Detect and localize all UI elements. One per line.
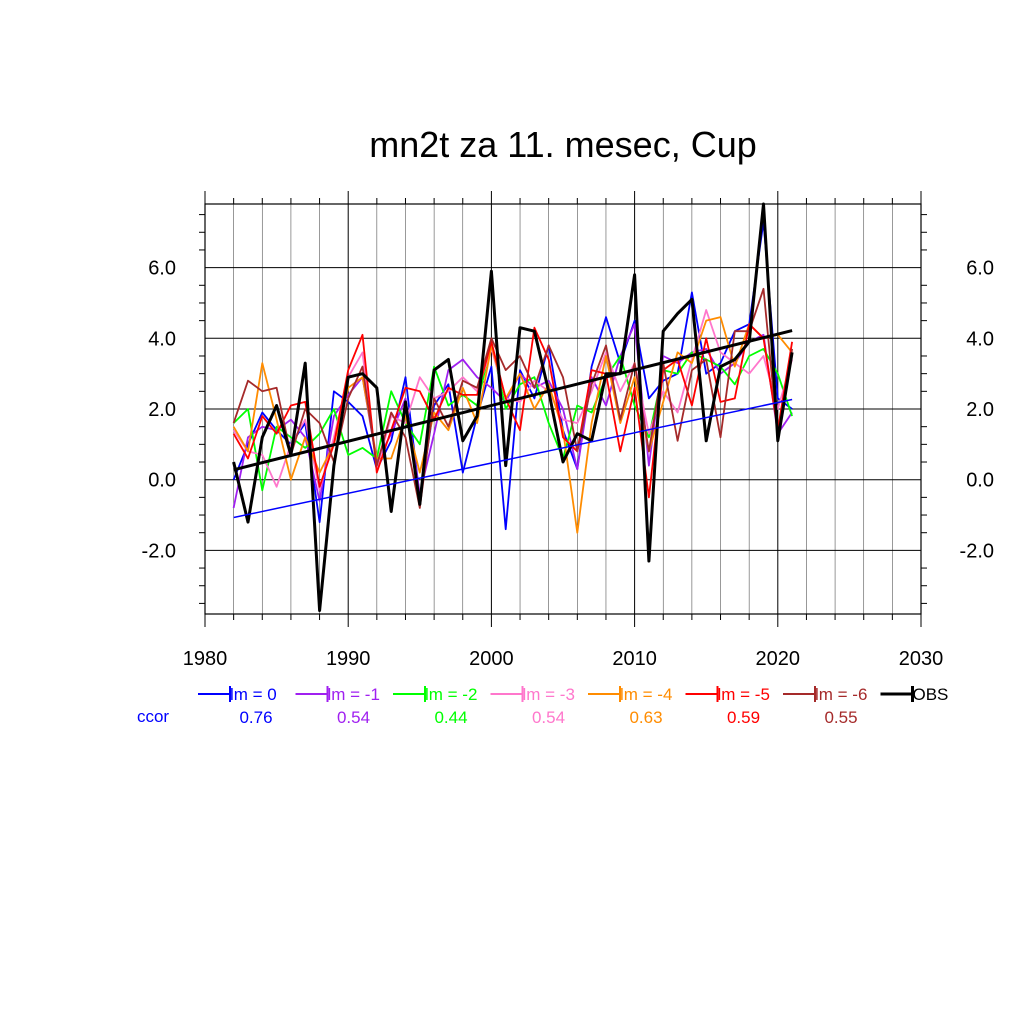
x-tick-label: 1980 [183,648,228,670]
legend-label: lm = -2 [425,685,477,704]
y-tick-label-left: 0.0 [148,470,176,492]
ccor-value: 0.54 [532,708,565,727]
ccor-value: 0.63 [629,708,662,727]
y-tick-label-right: 6.0 [966,258,994,280]
x-tick-label: 2030 [899,648,944,670]
ccor-value: 0.76 [239,708,272,727]
legend-label: lm = 0 [230,685,277,704]
x-tick-label: 2010 [612,648,657,670]
legend-label: lm = -5 [718,685,770,704]
series-line [232,202,794,612]
trend-lines [233,329,793,519]
chart-title: mn2t za 11. mesec, Cup [369,124,757,165]
y-tick-label-right: 2.0 [966,399,994,421]
ccor-value: 0.54 [337,708,370,727]
y-tick-label-left: 6.0 [148,258,176,280]
legend-label: lm = -4 [620,685,672,704]
ccor-value: 0.44 [434,708,467,727]
y-tick-label-right: 0.0 [966,470,994,492]
y-tick-label-left: 2.0 [148,399,176,421]
y-tick-label-left: 4.0 [148,328,176,350]
trend-line [233,398,793,519]
y-tick-label-left: -2.0 [142,540,176,562]
legend-label: lm = -6 [815,685,867,704]
ccor-value: 0.59 [727,708,760,727]
ccor-label: ccor [137,707,169,726]
axis-ticks: 1980 1990 2000 2010 2020 2030 -2.0 -2.0 0.0 0.0 2.… [142,191,994,670]
legend-label: OBS [913,685,949,704]
legend-label: lm = -1 [328,685,380,704]
y-tick-label-right: 4.0 [966,328,994,350]
x-tick-label: 2020 [756,648,801,670]
plot-lines [232,202,794,612]
legend-label: lm = -3 [523,685,575,704]
x-tick-label: 2000 [469,648,514,670]
ccor-value: 0.55 [824,708,857,727]
trend-line [233,329,793,472]
legend: lm = 0 0.76 lm = -1 0.54 lm = -2 0.44 lm = -3 0… [198,685,948,727]
x-tick-label: 1990 [326,648,371,670]
plot-border [204,203,922,615]
plot-frame [204,203,922,615]
y-tick-label-right: -2.0 [960,540,994,562]
